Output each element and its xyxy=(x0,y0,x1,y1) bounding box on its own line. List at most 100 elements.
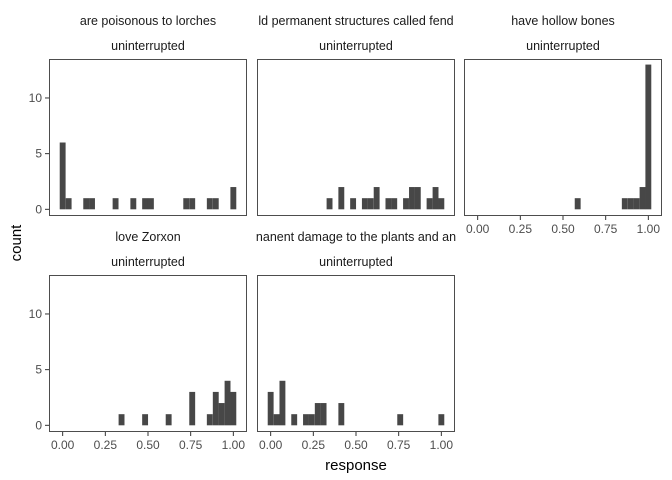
panel-background xyxy=(464,59,662,216)
histogram-bar xyxy=(230,391,237,426)
facet-subtitle: uninterrupted xyxy=(111,39,185,53)
histogram-bar xyxy=(224,380,231,426)
x-tick-label: 1.00 xyxy=(430,438,454,452)
y-tick-label: 10 xyxy=(29,307,43,321)
panel-background xyxy=(49,59,247,216)
histogram-bar xyxy=(414,187,421,210)
histogram-bar xyxy=(432,187,439,210)
histogram-bar xyxy=(438,414,445,426)
histogram-bar xyxy=(373,187,380,210)
x-tick-label: 0.00 xyxy=(466,222,490,236)
x-tick-label: 0.75 xyxy=(594,222,618,236)
y-axis-title: count xyxy=(8,224,25,262)
histogram-bar xyxy=(403,198,409,210)
histogram-bar xyxy=(391,198,398,210)
panel-border xyxy=(49,59,247,216)
x-tick-label: 0.50 xyxy=(136,438,160,452)
facet-panel: nanent damage to the plants and an uninte… xyxy=(256,230,456,452)
histogram-bar xyxy=(142,198,149,210)
histogram-bar xyxy=(112,198,119,210)
histogram-bar xyxy=(320,403,327,426)
histogram-bar xyxy=(645,64,652,210)
x-tick-label: 0.25 xyxy=(94,438,118,452)
x-tick-label: 0.50 xyxy=(344,438,368,452)
facet-subtitle: uninterrupted xyxy=(319,255,393,269)
histogram-bar xyxy=(338,187,345,210)
histogram-bar xyxy=(189,391,196,426)
facet-subtitle: uninterrupted xyxy=(319,39,393,53)
x-tick-label: 0.50 xyxy=(551,222,575,236)
histogram-bar xyxy=(350,198,357,210)
histogram-bar xyxy=(212,391,219,426)
facet-subtitle: uninterrupted xyxy=(111,255,185,269)
histogram-bar xyxy=(574,198,581,210)
histogram-bar xyxy=(338,403,345,426)
facet-title: are poisonous to lorches xyxy=(80,14,216,28)
histogram-bar xyxy=(303,414,309,426)
panel-border xyxy=(464,59,662,216)
histogram-bar xyxy=(206,414,213,426)
histogram-bar xyxy=(83,198,90,210)
histogram-bar xyxy=(291,414,298,426)
histogram-bar xyxy=(218,403,225,426)
histogram-bar xyxy=(147,198,154,210)
histogram-bar xyxy=(65,198,72,210)
facet-title: love Zorxon xyxy=(115,230,180,244)
x-tick-label: 1.00 xyxy=(222,438,246,452)
panel-background xyxy=(257,275,455,432)
histogram-bar xyxy=(426,198,433,210)
x-tick-label: 0.75 xyxy=(387,438,411,452)
histogram-bar xyxy=(89,198,95,210)
panel-border xyxy=(257,275,455,432)
histogram-bar xyxy=(59,142,66,210)
x-tick-label: 0.25 xyxy=(509,222,533,236)
histogram-bar xyxy=(633,198,640,210)
histogram-bar xyxy=(279,380,286,426)
histogram-bar xyxy=(212,198,219,210)
y-tick-label: 0 xyxy=(35,418,42,432)
histogram-bar xyxy=(189,198,196,210)
facet-panel: ld permanent structures called fend unint… xyxy=(257,14,455,216)
histogram-bar xyxy=(361,198,368,210)
x-tick-label: 0.75 xyxy=(179,438,203,452)
histogram-bar xyxy=(165,414,172,426)
facet-title: nanent damage to the plants and an xyxy=(256,230,456,244)
x-axis-title: response xyxy=(325,457,387,474)
histogram-bar xyxy=(130,198,137,210)
histogram-bar xyxy=(438,198,445,210)
histogram-bar xyxy=(627,198,634,210)
facet-subtitle: uninterrupted xyxy=(526,39,600,53)
panel-background xyxy=(257,59,455,216)
x-tick-label: 0.25 xyxy=(302,438,326,452)
histogram-bar xyxy=(367,198,374,210)
panel-border xyxy=(257,59,455,216)
histogram-bar xyxy=(326,198,333,210)
histogram-bar xyxy=(308,414,315,426)
x-tick-label: 1.00 xyxy=(637,222,661,236)
x-tick-label: 0.00 xyxy=(51,438,75,452)
histogram-bar xyxy=(142,414,149,426)
histogram-bar xyxy=(118,414,125,426)
histogram-bar xyxy=(385,198,392,210)
facet-title: have hollow bones xyxy=(511,14,615,28)
histogram-bar xyxy=(183,198,190,210)
histogram-bar xyxy=(314,403,321,426)
facet-title: ld permanent structures called fend xyxy=(258,14,453,28)
histogram-bar xyxy=(621,198,628,210)
y-tick-label: 0 xyxy=(35,202,42,216)
facet-panels: are poisonous to lorches uninterrupted 0 5 1… xyxy=(29,14,662,452)
x-tick-label: 0.00 xyxy=(259,438,283,452)
facet-panel: are poisonous to lorches uninterrupted 0 5 1… xyxy=(29,14,247,216)
histogram-bar xyxy=(409,187,415,210)
y-tick-label: 10 xyxy=(29,91,43,105)
y-tick-label: 5 xyxy=(35,363,42,377)
histogram-bar xyxy=(639,187,646,210)
histogram-bar xyxy=(230,187,237,210)
facet-panel: love Zorxon uninterrupted 0 5 10 0.00 0.25 0.50… xyxy=(29,230,247,452)
y-tick-label: 5 xyxy=(35,147,42,161)
histogram-bar xyxy=(267,391,274,426)
facet-panel: have hollow bones uninterrupted 0.00 0.25 0.… xyxy=(464,14,662,236)
panel-border xyxy=(49,275,247,432)
histogram-bar xyxy=(273,414,280,426)
